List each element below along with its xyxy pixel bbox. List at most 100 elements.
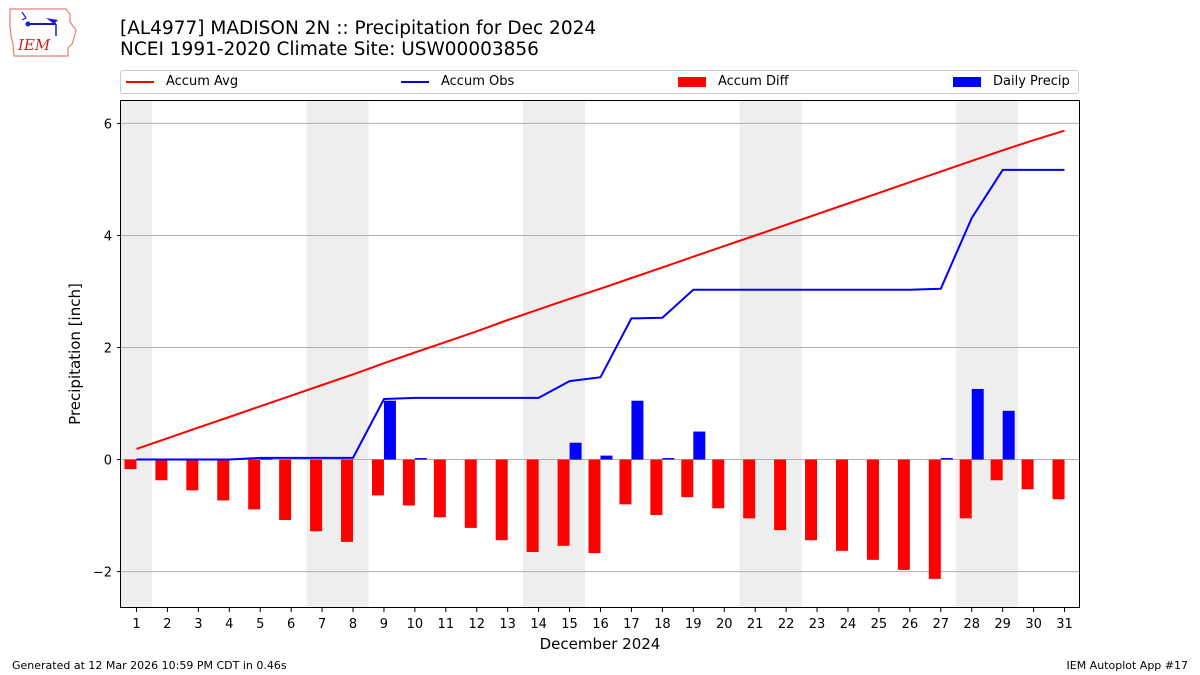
x-tick-label: 8 [349,617,357,632]
x-tick-label: 17 [623,617,640,632]
weekend-band [121,101,152,608]
accum-diff-bar [433,459,446,518]
legend-item-daily-precip: Daily Precip [953,74,1070,89]
legend-item-accum-avg: Accum Avg [126,74,238,89]
x-axis: 1 2 3 4 5 6 7 8 9 10 11 12 13 14 15 16 17 18 19 20 21 22 23 24 2… [132,608,1073,632]
accum-avg-swatch [126,80,154,83]
x-tick-label: 5 [256,617,264,632]
x-tick-label: 19 [685,617,702,632]
chart-title: [AL4977] MADISON 2N :: Precipitation for… [120,18,596,60]
legend-label: Accum Avg [166,74,239,89]
accum-diff-bar [526,459,539,552]
legend-label: Accum Diff [718,74,789,89]
accum-diff-bar [619,459,632,505]
generated-timestamp: Generated at 12 Mar 2026 10:59 PM CDT in… [12,659,287,672]
x-tick-label: 20 [716,617,733,632]
accum-diff-bar [124,459,137,470]
legend-item-accum-obs: Accum Obs [401,74,514,89]
accum-diff-bar [186,459,199,491]
x-tick-label: 30 [1025,617,1042,632]
daily-precip-bar [940,458,953,460]
y-tick-label: 2 [104,341,112,356]
x-tick-label: 26 [902,617,919,632]
x-tick-label: 15 [561,617,578,632]
accum-diff-bar [866,459,879,560]
accum-diff-bar [402,459,415,506]
accum-diff-bar [464,459,477,528]
y-axis-label: Precipitation [inch] [66,283,84,425]
accum-diff-bar [155,459,168,481]
daily-precip-bar [414,458,427,460]
x-tick-label: 31 [1056,617,1073,632]
accum-diff-bar [805,459,818,541]
daily-precip-swatch [953,76,981,87]
accum-diff-bar [310,459,323,532]
daily-precip-bar [600,455,613,460]
app-label: IEM Autoplot App #17 [1066,659,1189,672]
accum-diff-bar [835,459,848,551]
x-tick-label: 7 [318,617,326,632]
title-line-2: NCEI 1991-2020 Climate Site: USW00003856 [120,39,539,60]
daily-precip-bar [971,388,984,460]
accum-diff-bar [681,459,694,498]
accum-diff-bar [341,459,354,542]
accum-diff-bar [279,459,292,521]
lines [136,129,1065,461]
y-tick-label: 6 [104,117,112,132]
x-tick-label: 14 [530,617,547,632]
accum-obs-swatch [401,80,429,83]
x-tick-label: 29 [994,617,1011,632]
x-tick-label: 11 [438,617,455,632]
accum-obs-line [136,168,1065,461]
x-tick-label: 12 [468,617,485,632]
title-line-1: [AL4977] MADISON 2N :: Precipitation for… [120,18,597,39]
y-tick-label: −2 [93,566,112,581]
accum-diff-bar [650,459,663,516]
accum-diff-bar [990,459,1003,481]
x-tick-label: 3 [194,617,202,632]
iem-logo: IEM [8,6,80,58]
accum-diff-bar [743,459,756,519]
x-tick-label: 16 [592,617,609,632]
accum-diff-bar [1021,459,1034,490]
x-tick-label: 10 [407,617,424,632]
accum-diff-bar [217,459,230,501]
x-axis-label: December 2024 [540,635,661,653]
accum-diff-bar [774,459,787,531]
x-tick-label: 1 [132,617,140,632]
accum-diff-bar [928,459,941,579]
x-tick-label: 4 [225,617,233,632]
accum-diff-bar [371,459,384,496]
x-tick-label: 2 [163,617,171,632]
weekend-band [306,101,369,608]
daily-precip-bar [693,431,706,460]
plot-frame [120,100,1080,608]
bars [124,388,1065,579]
x-tick-label: 27 [933,617,950,632]
daily-precip-bar [569,442,582,460]
x-tick-label: 18 [654,617,671,632]
weekend-band [739,101,802,608]
y-tick-label: 0 [104,454,112,469]
accum-diff-swatch [678,76,706,87]
x-tick-label: 23 [809,617,826,632]
daily-precip-bar [631,400,644,460]
accum-diff-bar [897,459,910,570]
legend: Accum Avg Accum Obs Accum Diff Daily Pre… [120,70,1079,94]
weekend-band [956,101,1019,608]
y-axis: −2 0 2 4 6 [93,117,121,581]
y-tick-label: 4 [104,229,112,244]
daily-precip-bar [1002,410,1015,460]
accum-diff-bar [248,459,261,510]
accum-diff-bar [959,459,972,519]
accum-diff-bar [557,459,570,546]
accum-diff-bar [1052,459,1065,500]
legend-label: Accum Obs [441,74,515,89]
legend-label: Daily Precip [993,74,1070,89]
x-tick-label: 28 [963,617,980,632]
legend-item-accum-diff: Accum Diff [678,74,789,89]
svg-text:IEM: IEM [17,36,51,54]
weekend-shading [121,101,1019,608]
accum-avg-line [136,129,1065,450]
